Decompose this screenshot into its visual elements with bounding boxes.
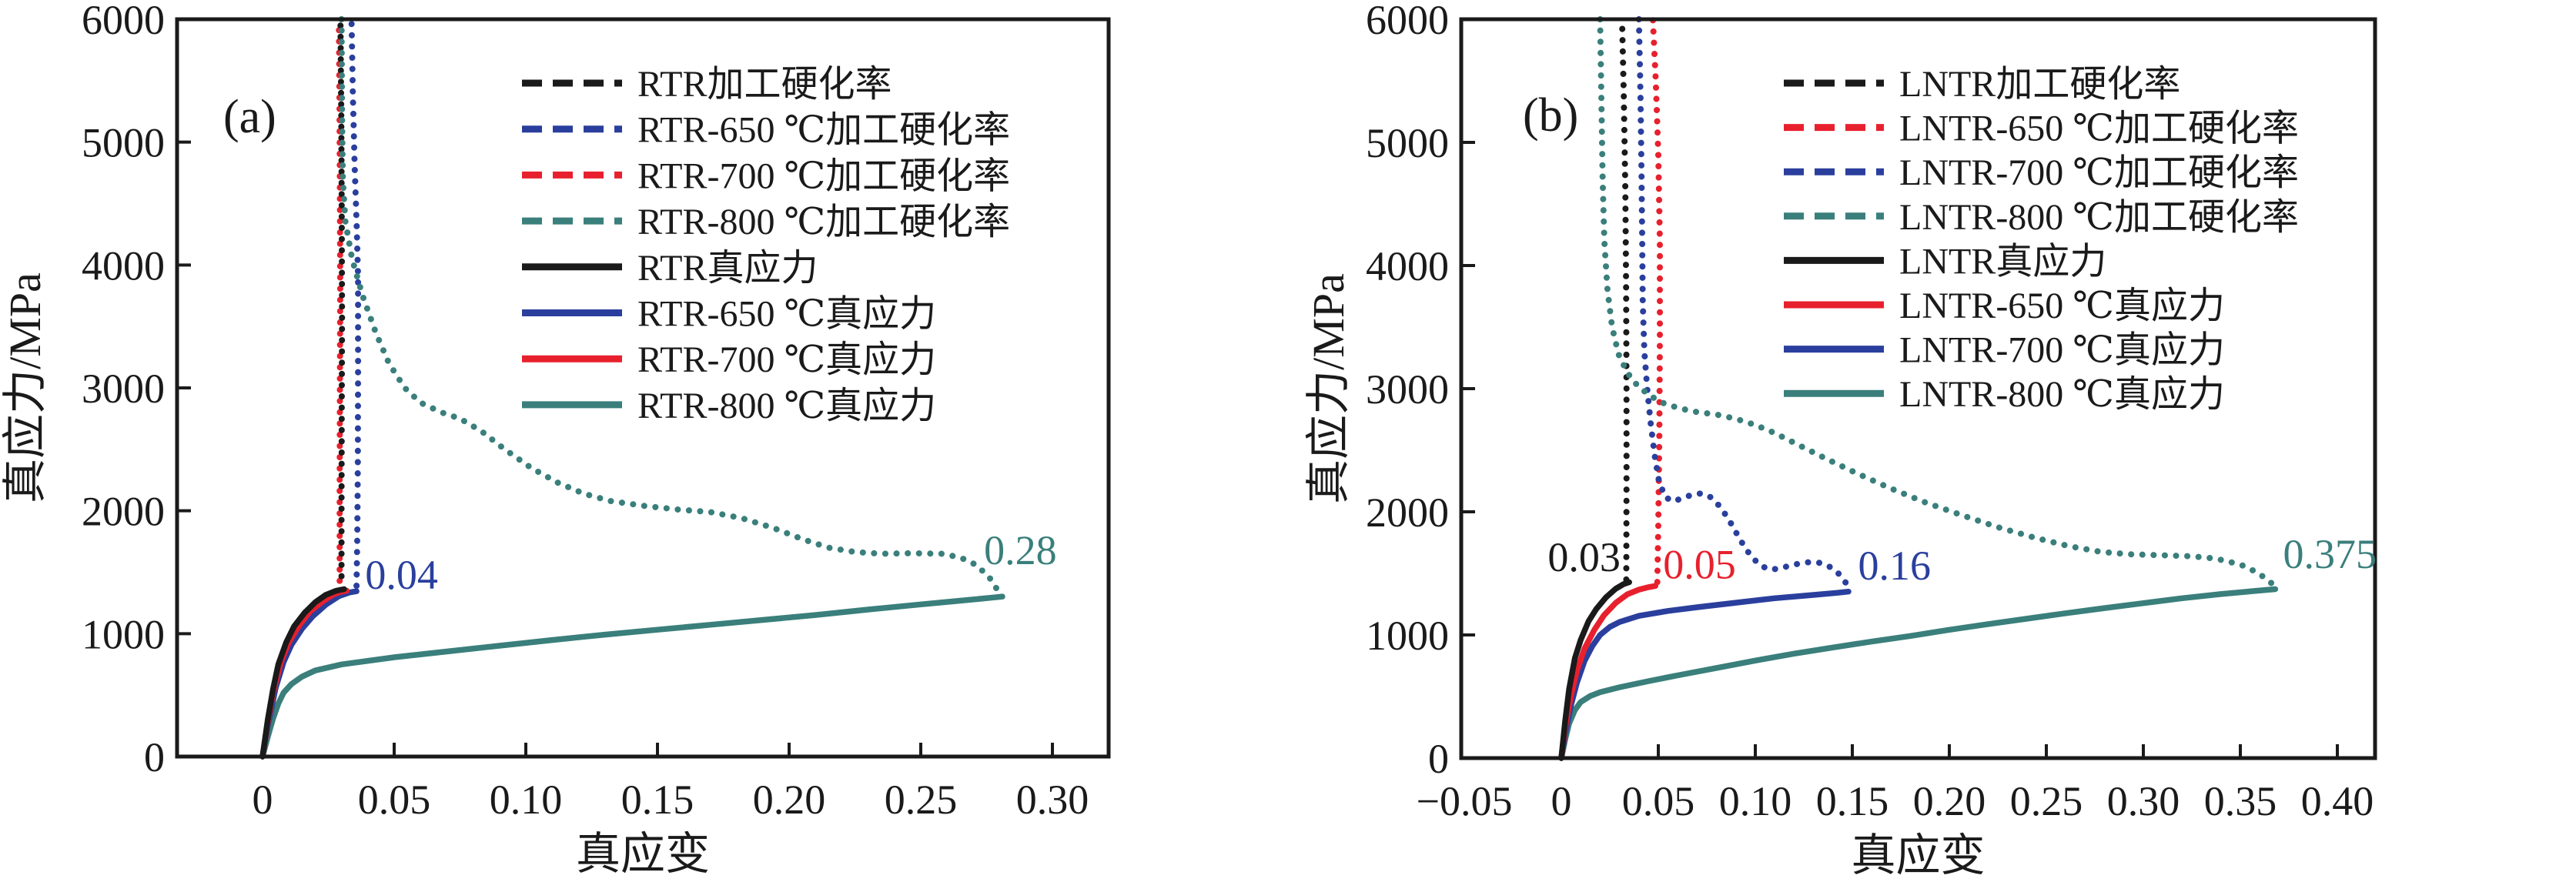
legend-label: RTR加工硬化率	[637, 64, 892, 105]
legend-label: RTR-650 ℃加工硬化率	[637, 110, 1010, 151]
annotation-0.03: 0.03	[1547, 534, 1620, 580]
series-LNTR-700 ℃加工硬化率	[1635, 16, 1854, 593]
legend-label: RTR-700 ℃真应力	[637, 339, 936, 380]
panel-b: −0.05 0 0.05 0.10 0.15 0.20 0.25 0.30 0.35 0.40 0 1…	[1288, 0, 2576, 880]
series-LNTR-650 ℃真应力	[1558, 583, 1658, 761]
series-RTR-700 ℃加工硬化率	[336, 16, 343, 584]
annotation-0.28: 0.28	[984, 527, 1057, 573]
legend-label: LNTR加工硬化率	[1899, 64, 2180, 105]
x-tick-label: 0	[253, 777, 273, 823]
x-tick-label: 0.15	[621, 777, 694, 823]
y-tick-label: 4000	[1366, 243, 1449, 289]
x-tick-label: 0.10	[490, 777, 563, 823]
panel-a-chart: 0 0.05 0.10 0.15 0.20 0.25 0.30 0 1000 2000 3000 40…	[0, 0, 1111, 879]
x-tick-label: 0.20	[753, 777, 826, 823]
x-tick-label: 0.10	[1719, 778, 1792, 824]
x-tick-label: 0	[1551, 778, 1572, 824]
x-tick-label: 0.40	[2301, 778, 2374, 824]
y-axis-title: 真应力/MPa	[0, 272, 50, 503]
panel-b-chart: −0.05 0 0.05 0.10 0.15 0.20 0.25 0.30 0.35 0.4001…	[1303, 0, 2377, 880]
panel-letter: (b)	[1523, 89, 1578, 142]
y-tick-label: 0	[144, 734, 165, 780]
panel-a: 0 0.05 0.10 0.15 0.20 0.25 0.30 0 1000 2000 3000 40…	[0, 0, 1288, 879]
series-LNTR-650 ℃加工硬化率	[1649, 16, 1663, 586]
y-tick-label: 5000	[1366, 120, 1449, 166]
x-tick-label: 0.35	[2204, 778, 2277, 824]
y-tick-label: 2000	[82, 489, 165, 535]
legend-label: LNTR-700 ℃真应力	[1899, 330, 2225, 371]
series-RTR-650 ℃加工硬化率	[348, 16, 362, 590]
legend-label: LNTR-650 ℃加工硬化率	[1899, 109, 2299, 149]
x-tick-label: 0.05	[1622, 778, 1695, 824]
x-tick-label: 0.30	[1016, 777, 1089, 823]
y-tick-label: 1000	[82, 611, 165, 657]
annotation-0.04: 0.04	[365, 552, 438, 598]
y-tick-label: 6000	[1366, 0, 1449, 43]
y-tick-label: 1000	[1366, 613, 1449, 659]
x-tick-label: 0.30	[2107, 778, 2180, 824]
legend-label: RTR-700 ℃加工硬化率	[637, 155, 1010, 196]
x-tick-label: 0.25	[2010, 778, 2083, 824]
y-axis-title: 真应力/MPa	[1303, 273, 1353, 504]
y-tick-label: 5000	[82, 120, 165, 166]
y-tick-label: 3000	[82, 366, 165, 412]
x-tick-label: 0.20	[1913, 778, 1986, 824]
panel-letter: (a)	[223, 91, 276, 143]
x-tick-label: 0.25	[885, 777, 958, 823]
legend-label: RTR-650 ℃真应力	[637, 294, 936, 335]
legend-label: RTR-800 ℃真应力	[637, 386, 936, 426]
series-RTR真应力	[259, 586, 347, 760]
annotation-0.05: 0.05	[1663, 541, 1736, 587]
annotation-0.375: 0.375	[2283, 531, 2377, 577]
series-LNTR-800 ℃加工硬化率	[1597, 16, 2280, 591]
series-LNTR加工硬化率	[1618, 16, 1630, 583]
legend-label: LNTR-800 ℃真应力	[1899, 374, 2225, 415]
y-tick-label: 2000	[1366, 489, 1449, 536]
legend-label: RTR真应力	[637, 248, 818, 289]
legend-label: LNTR-800 ℃加工硬化率	[1899, 197, 2299, 238]
legend-label: LNTR-650 ℃真应力	[1899, 286, 2225, 326]
x-tick-label: −0.05	[1417, 778, 1513, 824]
y-tick-label: 4000	[82, 242, 165, 289]
y-tick-label: 3000	[1366, 366, 1449, 413]
legend-label: RTR-800 ℃加工硬化率	[637, 202, 1010, 242]
legend-label: LNTR真应力	[1899, 241, 2106, 282]
y-tick-label: 0	[1428, 736, 1449, 782]
y-tick-label: 6000	[82, 0, 165, 43]
series-RTR-800 ℃真应力	[259, 593, 1005, 760]
legend-label: LNTR-700 ℃加工硬化率	[1899, 152, 2299, 193]
x-tick-label: 0.15	[1816, 778, 1889, 824]
x-axis-title: 真应变	[1851, 830, 1985, 878]
x-tick-label: 0.05	[358, 777, 431, 823]
x-axis-title: 真应变	[576, 829, 710, 878]
annotation-0.16: 0.16	[1858, 543, 1932, 589]
series-LNTR真应力	[1558, 579, 1632, 761]
series-LNTR-800 ℃真应力	[1558, 586, 2279, 761]
series-RTR-800 ℃加工硬化率	[338, 16, 1003, 599]
